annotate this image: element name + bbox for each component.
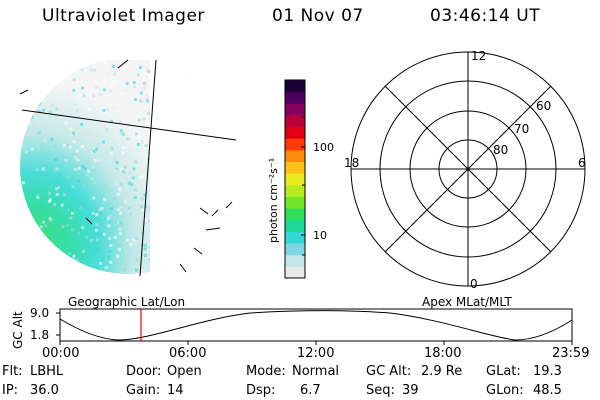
colorbar-segment [285, 161, 305, 174]
colorbar-segment [285, 114, 305, 128]
colorbar-segment [285, 149, 305, 163]
colorbar-segment [285, 266, 305, 279]
mode-label: Mode: [246, 364, 286, 379]
colorbar-segment [285, 80, 305, 93]
colorbar-segment [285, 219, 305, 232]
mlt-label-6: 6 [578, 156, 586, 170]
colorbar-segment [285, 126, 305, 139]
x-tick-label: 18:00 [424, 346, 462, 361]
dsp-value: 6.7 [300, 383, 321, 398]
x-tick-label: 00:00 [42, 346, 80, 361]
colorbar: 100 10 photon cm⁻²s⁻¹ [267, 79, 334, 279]
mlt-label-12: 12 [471, 49, 486, 63]
gc-alt-label: GC Alt: [366, 364, 412, 379]
auroral-image [19, 58, 237, 277]
flt-label: Flt: [2, 364, 23, 379]
ip-label: IP: [2, 383, 19, 398]
colorbar-segment [285, 184, 305, 197]
mlt-label-0: 0 [470, 277, 478, 291]
time-label: 03:46:14 UT [430, 6, 541, 26]
colorbar-segment [285, 173, 305, 186]
mlat-label-60: 60 [536, 99, 551, 113]
glat-label: GLat: [486, 364, 521, 379]
gain-value: 14 [167, 383, 184, 398]
gain-label: Gain: [126, 383, 161, 398]
colorbar-unit-label: photon cm⁻²s⁻¹ [267, 158, 280, 243]
seq-label: Seq: [366, 383, 395, 398]
colorbar-segment [285, 254, 305, 267]
x-tick-label: 23:59 [552, 346, 590, 361]
date-label: 01 Nov 07 [272, 6, 364, 26]
instrument-title: Ultraviolet Imager [42, 6, 205, 26]
colorbar-segment [285, 103, 305, 116]
colorbar-segment [285, 138, 305, 151]
polar-diagonal [384, 85, 552, 253]
orbit-altitude-curve [59, 310, 573, 341]
mode-value: Normal [292, 364, 340, 379]
door-value: Open [167, 364, 202, 379]
glon-value: 48.5 [533, 383, 562, 398]
meridian-line [139, 59, 157, 277]
colorbar-tick-label: 10 [313, 229, 327, 242]
mlat-label-70: 70 [514, 122, 529, 136]
colorbar-segment [285, 91, 305, 104]
mlt-label-18: 18 [344, 156, 359, 170]
glat-value: 19.3 [533, 364, 562, 379]
glon-label: GLon: [486, 383, 524, 398]
polar-mlt-plot: 12 18 6 0 60 70 80 [344, 49, 586, 291]
x-tick-label: 12:00 [297, 346, 335, 361]
auroral-disk [20, 58, 236, 274]
y-tick-label: 1.8 [30, 328, 49, 342]
coastline-segments [19, 59, 233, 273]
altitude-panel: GC Alt 9.0 1.8 [11, 306, 573, 349]
colorbar-segment [285, 231, 305, 244]
ip-value: 36.0 [30, 383, 59, 398]
altitude-frame [59, 308, 573, 342]
geographic-label: Geographic Lat/Lon [68, 295, 186, 309]
colorbar-frame [284, 79, 306, 279]
door-label: Door: [126, 364, 162, 379]
latitude-line [21, 109, 237, 141]
flt-value: LBHL [30, 364, 64, 379]
altitude-axis-label: GC Alt [11, 311, 25, 349]
mlat-label-80: 80 [493, 143, 508, 157]
colorbar-segment [285, 196, 305, 209]
apex-label: Apex MLat/MLT [422, 295, 512, 309]
x-tick-label: 06:00 [169, 346, 207, 361]
colorbar-scale [285, 80, 305, 279]
colorbar-tick-label: 100 [313, 141, 334, 154]
colorbar-segment [285, 208, 305, 221]
colorbar-segment [285, 243, 305, 256]
dsp-label: Dsp: [246, 383, 276, 398]
y-tick-label: 9.0 [30, 306, 49, 320]
gc-alt-value: 2.9 Re [421, 364, 463, 379]
seq-value: 39 [402, 383, 419, 398]
